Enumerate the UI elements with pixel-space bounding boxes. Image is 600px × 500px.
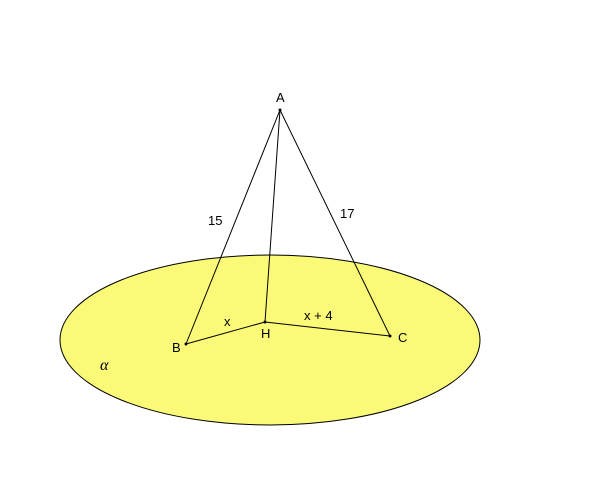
edge-label-AB: 15	[208, 213, 222, 228]
point-H	[264, 321, 267, 324]
edge-label-AC: 17	[340, 206, 354, 221]
plane-label: α	[100, 357, 109, 374]
point-label-c: C	[398, 330, 407, 345]
point-label-a: A	[276, 90, 285, 105]
edge-label-HC: x + 4	[304, 308, 333, 323]
edge-label-BH: x	[224, 314, 231, 329]
point-A	[279, 109, 282, 112]
point-label-h: H	[261, 326, 270, 341]
point-C	[389, 335, 392, 338]
point-B	[185, 343, 188, 346]
point-label-b: B	[172, 340, 181, 355]
geometry-diagram: 15 17 x x + 4 α A B C H	[0, 0, 600, 500]
